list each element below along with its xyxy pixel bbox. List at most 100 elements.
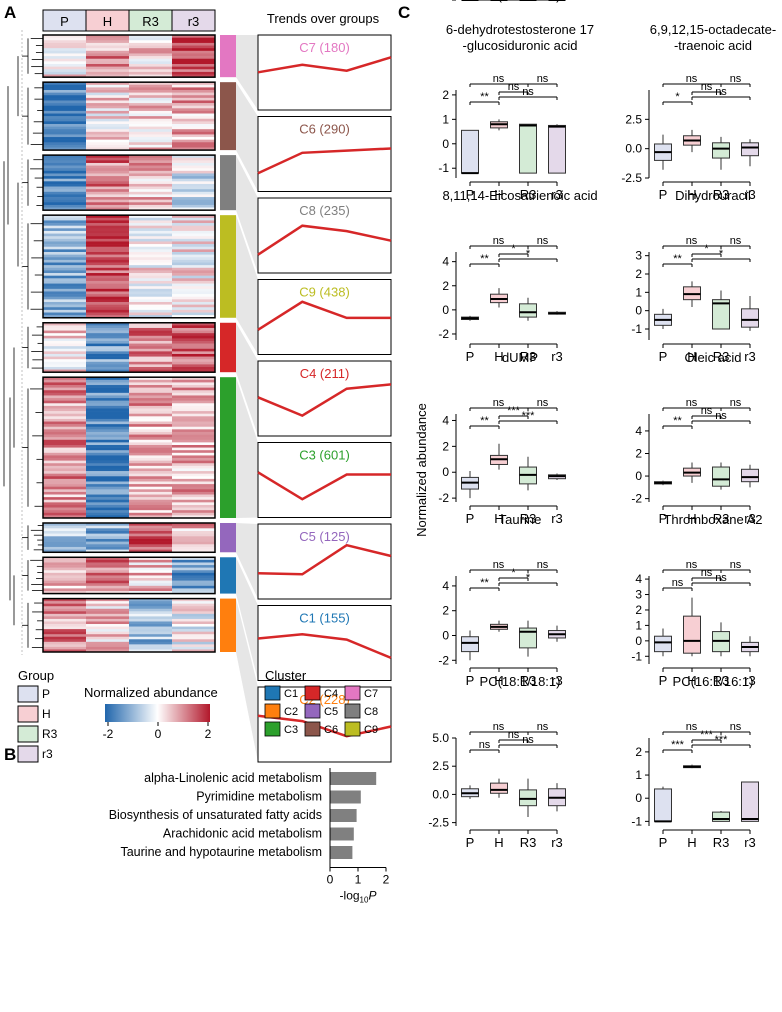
heatmap-cell <box>129 35 172 38</box>
heatmap-cell <box>172 613 215 617</box>
heatmap-cell <box>172 304 215 308</box>
heatmap-cell <box>43 296 86 300</box>
heatmap-cell <box>129 48 172 52</box>
heatmap-cell <box>172 194 215 198</box>
heatmap-cell <box>43 426 86 430</box>
trend-connector <box>236 155 258 273</box>
heatmap-cell <box>86 624 129 627</box>
heatmap-cell <box>86 139 129 143</box>
boxplot-y-tick-label: 1 <box>635 285 642 299</box>
legend-cluster-label: C3 <box>284 724 298 736</box>
trend-frame <box>257 442 392 518</box>
trend-connector <box>236 557 258 681</box>
heatmap-cell <box>86 429 129 433</box>
heatmap-cell <box>43 536 86 540</box>
legend-cluster-label: C4 <box>324 688 338 700</box>
heatmap-cell <box>43 421 86 425</box>
heatmap-cell <box>172 575 215 579</box>
heatmap-cell <box>43 522 86 526</box>
heatmap-cell <box>172 113 215 117</box>
heatmap-cell <box>43 562 86 566</box>
heatmap-cell <box>172 312 215 316</box>
heatmap-cell <box>172 265 215 269</box>
legend-cluster-label: C9 <box>364 724 378 736</box>
heatmap-cell <box>129 424 172 428</box>
heatmap-cell <box>172 398 215 401</box>
heatmap-cell <box>129 629 172 632</box>
legend-cluster-swatch-c5 <box>304 703 321 719</box>
heatmap-cell <box>129 87 172 91</box>
heatmap-cell <box>86 259 129 263</box>
heatmap-cell <box>172 322 215 326</box>
heatmap-cell <box>172 649 215 653</box>
sig-label: *** <box>522 410 536 422</box>
heatmap-cell <box>129 447 172 451</box>
heatmap-cell <box>172 400 215 404</box>
boxplot-x-tick-label: r3 <box>744 511 756 526</box>
heatmap-cell <box>43 624 86 627</box>
boxplot-y-tick-label: -1 <box>631 649 642 663</box>
boxplot-box-r3 <box>712 142 730 159</box>
boxplot-x-tick-label: R3 <box>520 0 537 3</box>
heatmap-cell <box>43 160 86 164</box>
boxplot-x-tick-label: r3 <box>551 835 563 850</box>
heatmap-cell <box>129 189 172 193</box>
heatmap-cell <box>86 45 129 49</box>
legend-cluster-swatch-c7 <box>344 685 361 701</box>
heatmap-cell <box>172 494 215 498</box>
heatmap-cell <box>129 105 172 109</box>
boxplot-x-tick-label: P <box>466 835 475 850</box>
heatmap-cell <box>86 608 129 612</box>
sig-label: ns <box>537 559 549 571</box>
heatmap-cell <box>172 528 215 532</box>
heatmap-cell <box>43 157 86 161</box>
heatmap-cell <box>86 491 129 495</box>
heatmap-cell <box>43 335 86 339</box>
trend-label: C4 (211) <box>300 366 350 381</box>
sig-label: * <box>526 572 531 584</box>
heatmap-cell <box>43 90 86 93</box>
heatmap-cell <box>43 366 86 370</box>
heatmap-cell <box>172 278 215 282</box>
heatmap-cell <box>172 444 215 448</box>
boxplot-x-tick-label: P <box>659 511 668 526</box>
heatmap-cell <box>129 455 172 459</box>
heatmap-cell <box>86 294 129 298</box>
heatmap-cell <box>129 497 172 501</box>
heatmap-block-border <box>42 597 216 653</box>
heatmap-cell <box>43 575 86 579</box>
heatmap-cell <box>129 541 172 545</box>
boxplot-ylabel: Normalized abundance <box>414 403 429 537</box>
heatmap-cell <box>172 168 215 172</box>
heatmap-cell <box>86 257 129 261</box>
heatmap-cell <box>172 606 215 610</box>
heatmap-cell <box>43 570 86 574</box>
heatmap-cell <box>172 48 215 52</box>
sig-label: * <box>526 248 531 260</box>
sig-label: *** <box>507 405 521 417</box>
sig-label: ns <box>479 739 491 751</box>
heatmap-cell <box>86 129 129 133</box>
heatmap-cell <box>43 613 86 617</box>
heatmap-cell <box>86 197 129 200</box>
heatmap-cell <box>172 176 215 179</box>
heatmap-cell <box>43 315 86 319</box>
sig-label: ns <box>522 86 534 98</box>
boxplot-y-tick-label: 0 <box>442 628 449 642</box>
heatmap-cell <box>172 238 215 242</box>
heatmap-cell <box>43 220 86 224</box>
heatmap-cell <box>129 168 172 172</box>
heatmap-cell <box>43 110 86 114</box>
heatmap-cell <box>129 578 172 581</box>
heatmap-cell <box>172 618 215 622</box>
heatmap-cell <box>43 307 86 311</box>
heatmap-cell <box>129 230 172 234</box>
heatmap-cell <box>86 100 129 104</box>
heatmap-cell <box>43 254 86 258</box>
heatmap-cell <box>129 197 172 200</box>
heatmap-cell <box>129 476 172 480</box>
sig-label: ns <box>686 559 698 571</box>
heatmap-cell <box>43 82 86 86</box>
heatmap-cell <box>43 395 86 399</box>
